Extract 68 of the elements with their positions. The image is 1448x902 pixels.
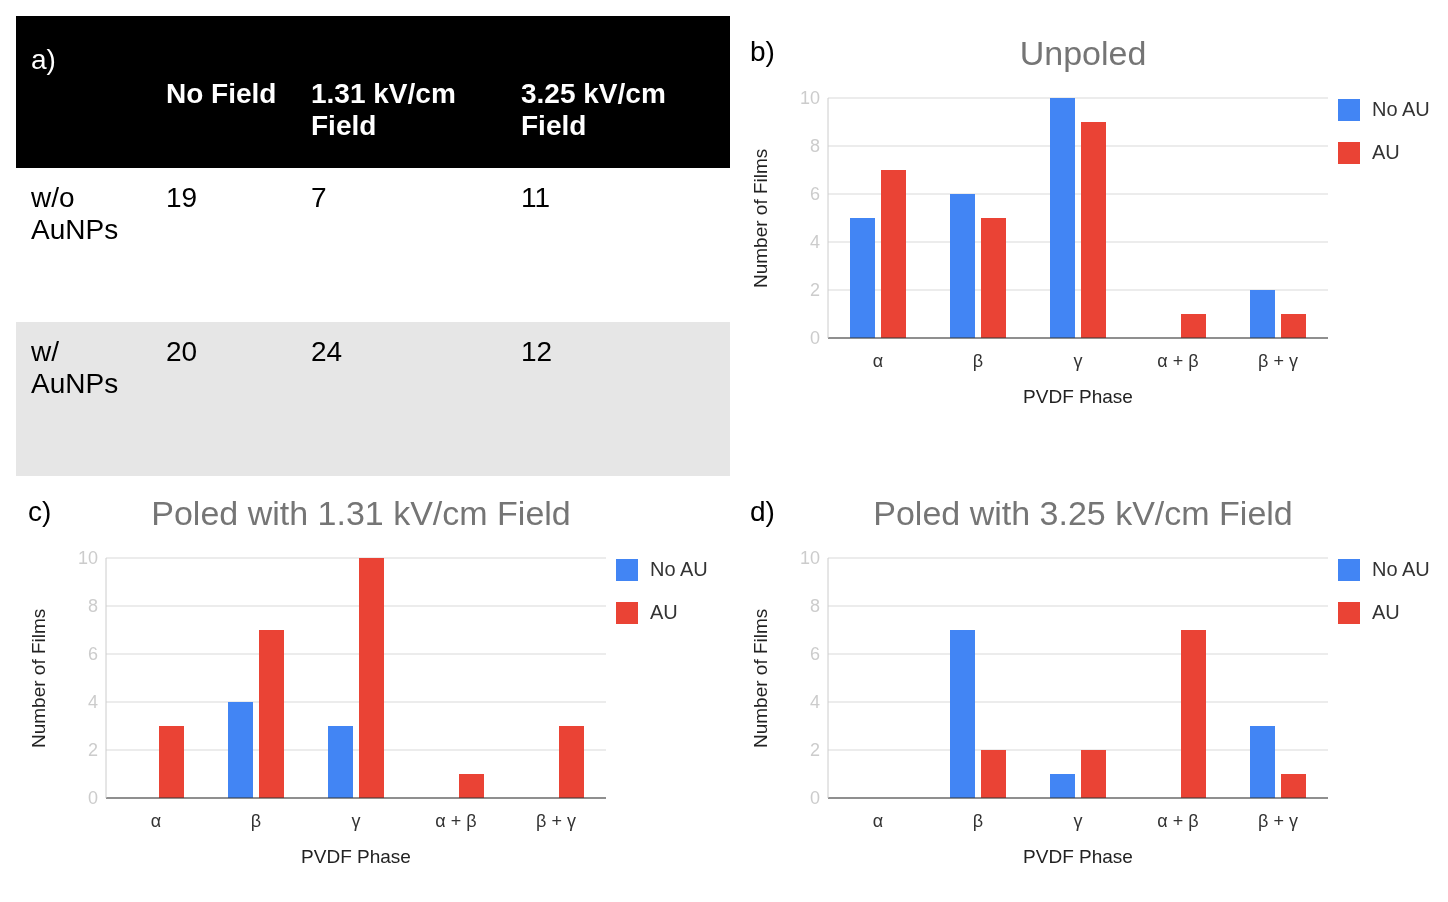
x-tick-label: α + β bbox=[435, 810, 477, 831]
bar bbox=[1081, 750, 1106, 798]
y-axis-title: Number of Films bbox=[749, 608, 771, 748]
bar bbox=[359, 558, 384, 798]
text: 24 bbox=[311, 336, 343, 367]
bar bbox=[1281, 774, 1306, 798]
legend-label: AU bbox=[1371, 141, 1401, 164]
x-tick-label: γ bbox=[1073, 810, 1083, 831]
x-tick-label: β + γ bbox=[536, 810, 576, 831]
x-tick-label: α + β bbox=[1157, 810, 1199, 831]
bar bbox=[459, 774, 484, 798]
legend-label: AU bbox=[1371, 601, 1401, 624]
x-tick-label: β bbox=[972, 350, 984, 371]
text: b) bbox=[750, 36, 775, 68]
x-tick-label: γ bbox=[351, 810, 361, 831]
category-label: No Field bbox=[166, 78, 278, 111]
x-tick-label: α bbox=[872, 810, 884, 831]
bar bbox=[981, 218, 1006, 338]
bar bbox=[1281, 314, 1306, 338]
x-tick-label: α bbox=[150, 810, 162, 831]
bar bbox=[1081, 122, 1106, 338]
bar bbox=[1181, 314, 1206, 338]
text: 7 bbox=[311, 182, 327, 213]
legend-label: No AU bbox=[1371, 558, 1430, 581]
text: 11 bbox=[521, 182, 551, 213]
category-label: 3.25 kV/cm Field bbox=[521, 78, 667, 142]
chart-title: Poled with 1.31 kV/cm Field bbox=[150, 494, 572, 533]
bar bbox=[950, 630, 975, 798]
bar bbox=[1181, 630, 1206, 798]
bar bbox=[981, 750, 1006, 798]
bar bbox=[881, 170, 906, 338]
x-tick-label: β + γ bbox=[1258, 810, 1298, 831]
y-axis-title: Number of Films bbox=[27, 608, 49, 748]
bar bbox=[159, 726, 184, 798]
chart-title: Unpoled bbox=[1018, 34, 1148, 73]
bar bbox=[850, 218, 875, 338]
text: c) bbox=[28, 496, 52, 528]
bar bbox=[1250, 290, 1275, 338]
x-tick-label: β bbox=[972, 810, 984, 831]
category-label: w/o AuNPs bbox=[31, 182, 119, 245]
bar bbox=[950, 194, 975, 338]
x-axis-title: PVDF Phase bbox=[1023, 386, 1133, 408]
legend-label: No AU bbox=[649, 558, 708, 581]
bar bbox=[559, 726, 584, 798]
chart-title: Poled with 3.25 kV/cm Field bbox=[872, 494, 1294, 533]
x-tick-label: γ bbox=[1073, 350, 1083, 371]
bar bbox=[228, 702, 253, 798]
text: 12 bbox=[521, 336, 553, 367]
text: 19 bbox=[166, 182, 198, 213]
category-label: 1.31 kV/cm Field bbox=[311, 78, 457, 142]
bar bbox=[259, 630, 284, 798]
bar bbox=[1050, 98, 1075, 338]
bar bbox=[1050, 774, 1075, 798]
x-axis-title: PVDF Phase bbox=[1023, 846, 1133, 868]
x-axis-title: PVDF Phase bbox=[301, 846, 411, 868]
legend-label: No AU bbox=[1371, 98, 1430, 121]
x-tick-label: β + γ bbox=[1258, 350, 1298, 371]
x-tick-label: α + β bbox=[1157, 350, 1199, 371]
text: d) bbox=[750, 496, 775, 528]
legend-label: AU bbox=[649, 601, 679, 624]
bar bbox=[328, 726, 353, 798]
bar bbox=[1250, 726, 1275, 798]
text: 20 bbox=[166, 336, 198, 367]
x-tick-label: β bbox=[250, 810, 262, 831]
category-label: w/ AuNPs bbox=[31, 336, 119, 399]
y-axis-title: Number of Films bbox=[749, 148, 771, 288]
x-tick-label: α bbox=[872, 350, 884, 371]
text: a) bbox=[31, 44, 56, 76]
